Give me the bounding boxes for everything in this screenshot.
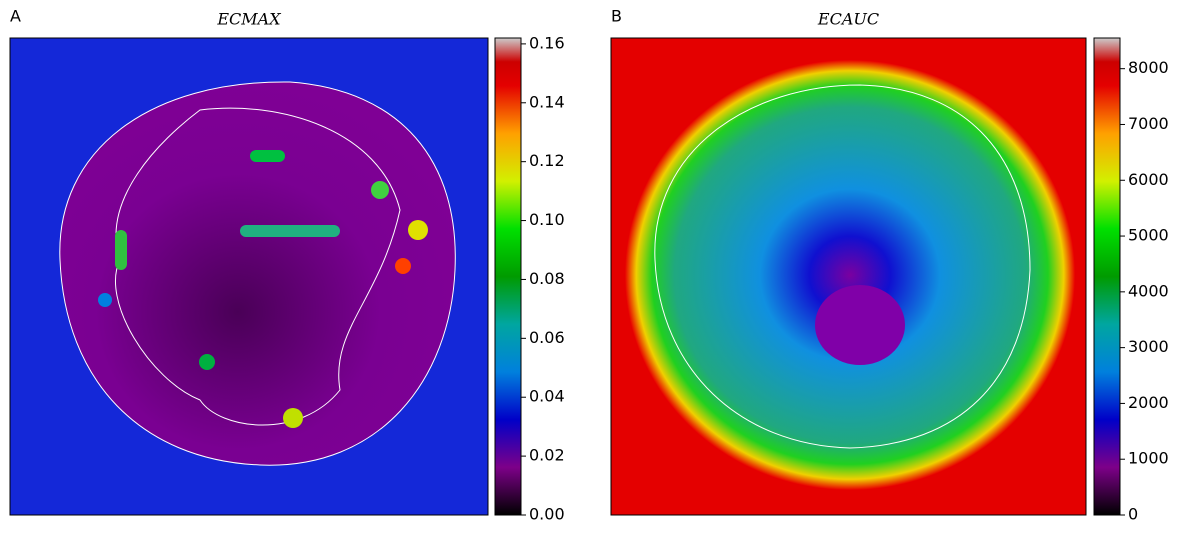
colorbar-tick-label: 0.10 bbox=[529, 210, 565, 229]
figure: A ECMAX 0.00 0.02 0.04 0.06 0.08 0.10 0.12 0.14 0.… bbox=[0, 0, 1188, 530]
colorbar-tick-label: 0.02 bbox=[529, 446, 565, 465]
colorbar-tick-label: 0.04 bbox=[529, 387, 565, 406]
colorbar-tick-label: 5000 bbox=[1128, 226, 1169, 245]
panel-label: A bbox=[10, 7, 21, 26]
colorbar-tick-label: 0.16 bbox=[529, 33, 565, 52]
image-a bbox=[10, 38, 488, 515]
colorbar-tick-label: 8000 bbox=[1128, 58, 1169, 77]
colorbar bbox=[495, 38, 521, 515]
colorbar-tick-label: 3000 bbox=[1128, 337, 1169, 356]
colorbar-tick-label: 0.12 bbox=[529, 151, 565, 170]
image-b bbox=[611, 38, 1086, 515]
chart-title: ECMAX bbox=[216, 10, 281, 29]
colorbar-tick-label: 0.08 bbox=[529, 269, 565, 288]
chart-title: ECAUC bbox=[817, 10, 879, 29]
colorbar-tick-label: 0 bbox=[1128, 505, 1138, 524]
colorbar-tick-label: 6000 bbox=[1128, 170, 1169, 189]
colorbar-tick-label: 2000 bbox=[1128, 393, 1169, 412]
colorbar-tick-label: 0.00 bbox=[529, 505, 565, 524]
panel-label: B bbox=[611, 7, 622, 26]
colorbar-tick-label: 7000 bbox=[1128, 114, 1169, 133]
colorbar-tick-label: 4000 bbox=[1128, 281, 1169, 300]
colorbar-tick-label: 0.14 bbox=[529, 92, 565, 111]
colorbar-tick-label: 0.06 bbox=[529, 328, 565, 347]
colorbar-tick-label: 1000 bbox=[1128, 449, 1169, 468]
colorbar bbox=[1094, 38, 1120, 515]
